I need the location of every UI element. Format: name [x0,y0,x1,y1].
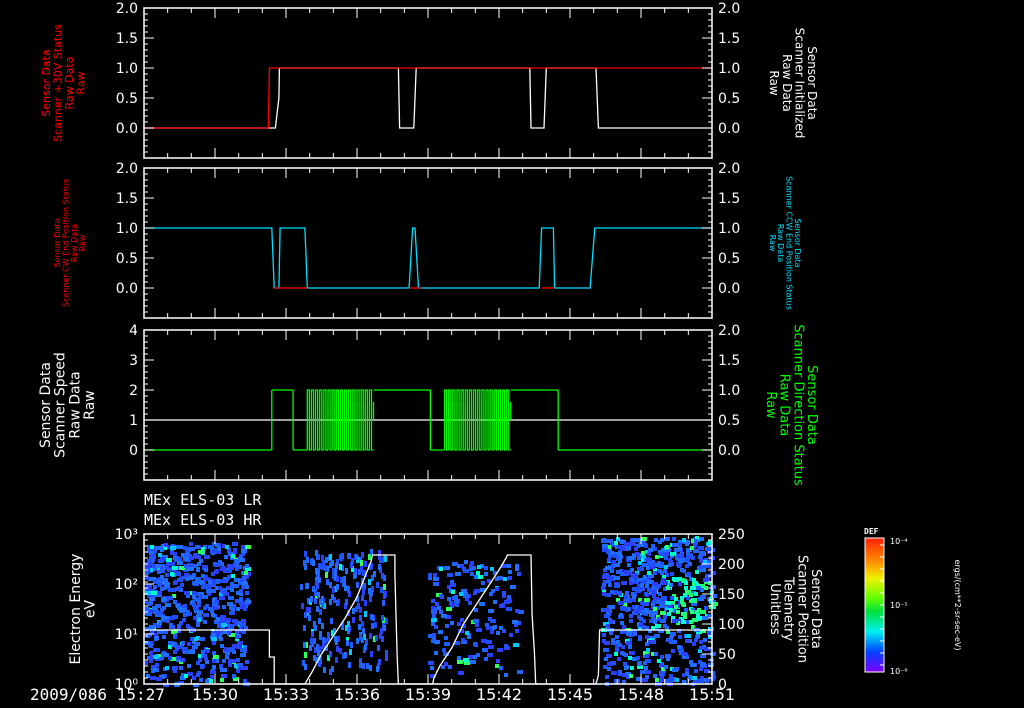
y-tick-right: 1.5 [718,31,740,47]
y-tick-right: 0.5 [718,413,740,429]
y-tick-left: 1.5 [116,31,138,47]
y-tick-left: 0.5 [116,91,138,107]
y-tick-left: 0.0 [116,121,138,137]
y-tick-right: 2.0 [718,161,740,177]
y-tick-right: 0.0 [718,281,740,297]
y-tick-right: 150 [718,587,745,603]
y-tick-left: 10² [115,577,138,593]
panel-frame-2 [143,167,713,319]
colorbar-title: DEF [864,527,879,536]
colorbar-tick-label: 10⁻⁵ [890,601,908,610]
y-tick-right: 0.0 [718,121,740,137]
y-tick-left: 10⁰ [115,677,139,693]
y-tick-left: 10³ [115,527,138,543]
time-tick-label: 15:51 [689,685,735,704]
y-tick-left: 1.5 [116,191,138,207]
y-tick-left: 3 [129,353,138,369]
y-axis-title-right: Sensor DataScanner Direction StatusRaw D… [763,324,819,486]
y-tick-right: 1.0 [718,221,740,237]
y-tick-left: 0.5 [116,251,138,267]
y-axis-title-left: Electron EnergyeV [68,554,99,665]
time-tick-label: 15:39 [405,685,451,704]
y-axis-title-right: Sensor DataScanner PositionTelemetryUnit… [767,555,823,663]
series-line [144,227,712,289]
y-tick-left: 1 [129,413,138,429]
y-tick-left: 1.0 [116,221,138,237]
y-axis-title-left: Sensor DataScanner SpeedRaw DataRaw [38,352,98,458]
y-tick-left: 10¹ [115,627,138,643]
time-tick-label: 15:45 [547,685,593,704]
colorbar-units: ergs/(cm**2-sr-sec-eV) [953,559,962,650]
time-start-label: 2009/086 15:27 [30,685,165,704]
axes [143,7,885,685]
y-tick-right: 2.0 [718,323,740,339]
y-tick-left: 2.0 [116,1,138,17]
y-axis-title-left: Sensor DataScanner CW End Position Statu… [53,179,87,307]
panel-frame-1 [143,7,713,159]
spectrogram-title-hr: MEx ELS-03 HR [144,511,262,529]
y-tick-left: 0 [129,443,138,459]
y-tick-right: 200 [718,557,745,573]
spectrogram-title-lr: MEx ELS-03 LR [144,491,262,509]
y-tick-right: 1.0 [718,61,740,77]
time-tick-label: 15:30 [192,685,238,704]
y-tick-right: 2.0 [718,1,740,17]
y-axis-title-right: Sensor DataScanner InitializedRaw DataRa… [767,28,819,139]
colorbar [864,537,885,673]
y-tick-right: 50 [718,647,736,663]
y-tick-right: 0 [718,677,727,693]
y-tick-right: 1.0 [718,383,740,399]
labels: 2.0 1.5 1.0 0.5 0.0 2.0 1.5 1.0 0.5 0.0 Sensor Dat… [38,1,962,704]
time-tick-label: 15:33 [263,685,309,704]
y-tick-right: 0.5 [718,251,740,267]
colorbar-tick-label: 10⁻⁶ [890,667,908,676]
series-line [144,67,712,129]
y-tick-left: 4 [129,323,138,339]
y-tick-right: 0.5 [718,91,740,107]
y-tick-right: 1.5 [718,191,740,207]
panel-frame-3 [143,329,713,481]
time-tick-label: 15:48 [618,685,664,704]
y-axis-title-left: Sensor DataScanner +30V StatusRaw DataRa… [40,24,88,142]
y-tick-right: 250 [718,527,745,543]
time-tick-label: 15:42 [476,685,522,704]
y-axis-title-right: Sensor DataScanner CCW End Position Stat… [768,176,802,310]
y-tick-left: 1.0 [116,61,138,77]
y-tick-right: 0.0 [718,443,740,459]
y-tick-right: 100 [718,617,745,633]
colorbar-tick-label: 10⁻⁴ [890,537,908,546]
data-lines [144,67,713,685]
spectrogram-pixels [144,536,718,687]
y-tick-right: 1.5 [718,353,740,369]
y-tick-left: 2 [129,383,138,399]
y-tick-left: 2.0 [116,161,138,177]
series-line [144,67,712,129]
time-tick-label: 15:36 [334,685,380,704]
scanner-speed-line [144,389,713,451]
y-tick-left: 0.0 [116,281,138,297]
